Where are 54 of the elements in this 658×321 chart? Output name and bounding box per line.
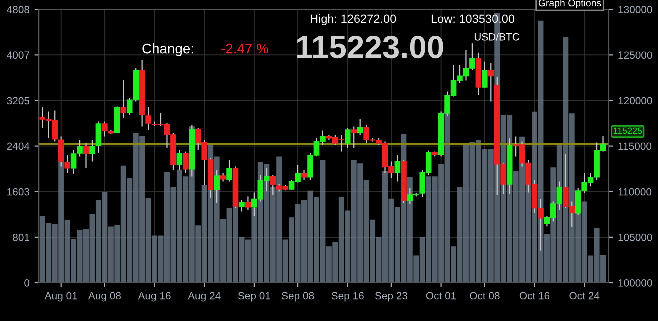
candlestick: [183, 151, 189, 174]
y-tick-label: 0: [24, 279, 30, 287]
y-tick-label: 3205: [7, 97, 30, 105]
x-tick-label: Oct 16: [520, 292, 550, 300]
candlestick: [146, 106, 152, 131]
y2-tick-label: 125000: [618, 52, 652, 60]
x-tick-label: Aug 24: [188, 292, 221, 302]
candlestick: [83, 142, 90, 169]
annotation: Change:: [142, 44, 194, 56]
candlestick: [120, 80, 127, 119]
x-tick-label: Oct 01: [426, 292, 456, 300]
y2-tick-label: 110000: [618, 188, 652, 196]
y-tick-label: 4007: [7, 52, 30, 60]
candlestick: [90, 140, 96, 162]
x-tick-label: Sep 01: [238, 292, 270, 302]
candlestick: [226, 160, 232, 182]
candlestick: [102, 121, 108, 138]
text: 115223.00: [297, 36, 444, 59]
y2-tick-label: 120000: [618, 97, 652, 105]
candlestick: [214, 170, 220, 204]
x-tick-label: Sep 16: [332, 292, 364, 302]
y2-tick-label: 130000: [618, 6, 652, 14]
x-tick-label: Sep 08: [282, 292, 314, 302]
text: USD/BTC: [474, 33, 520, 41]
x-tick-label: Aug 16: [138, 292, 171, 302]
y-tick-label: 1603: [8, 188, 30, 196]
annotation: -2.47 %: [222, 44, 268, 54]
y-tick-label: 2404: [7, 142, 30, 150]
x-tick-label: Oct 08: [470, 292, 500, 300]
ref-line-label: 115225: [614, 128, 642, 134]
x-tick-label: Oct 24: [570, 292, 600, 300]
annotation: High: 126272.00: [310, 14, 396, 26]
candlestick: [351, 126, 358, 149]
x-tick-label: Sep 23: [375, 292, 408, 302]
x-tick-label: Aug 08: [88, 292, 121, 302]
candlestick: [482, 61, 488, 90]
candlestick: [270, 174, 276, 196]
candlestick: [176, 149, 183, 171]
candlestick: [394, 154, 401, 182]
y2-tick-label: 100000: [618, 279, 652, 287]
candlestick: [301, 170, 308, 181]
x-tick-label: Aug 01: [44, 292, 78, 302]
candlestick: [239, 200, 245, 212]
y-tick-label: 801: [13, 234, 30, 242]
annotation: Low: 103530.00: [432, 14, 515, 24]
y2-tick-label: 105000: [618, 234, 652, 242]
y-tick-label: 4808: [7, 6, 30, 14]
y2-tick-label: 115000: [618, 142, 652, 150]
candlestick: [96, 121, 102, 154]
candlestick: [344, 128, 351, 149]
candlestick: [488, 62, 494, 102]
candlestick: [64, 154, 70, 174]
candlestick: [245, 196, 252, 211]
candlestick: [357, 118, 364, 136]
